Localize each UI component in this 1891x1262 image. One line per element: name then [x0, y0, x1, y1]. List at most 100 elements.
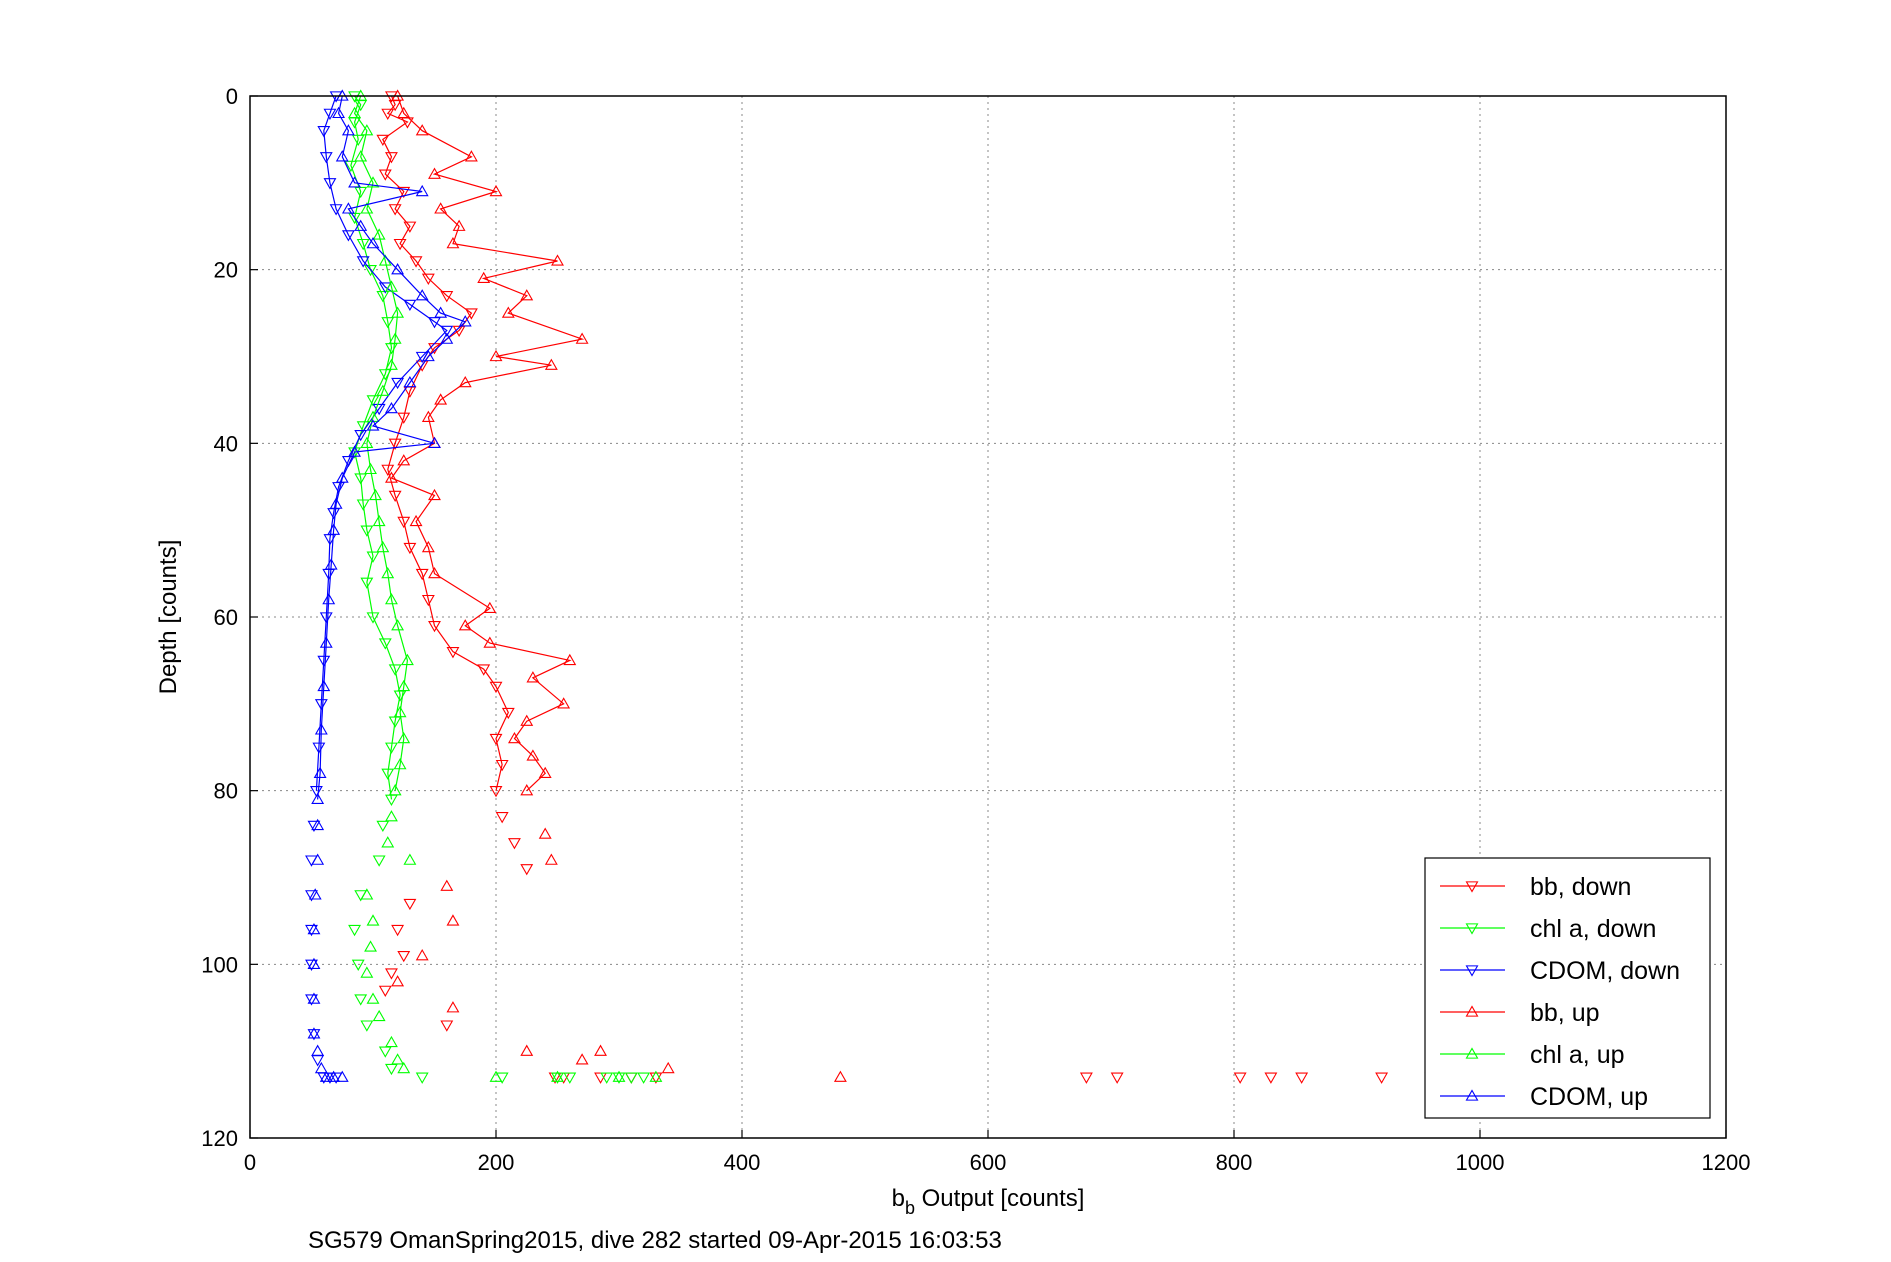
data-point: [308, 888, 322, 900]
data-point: [360, 888, 374, 900]
data-point: [1264, 1072, 1278, 1084]
data-point: [520, 289, 534, 301]
data-point: [397, 950, 411, 963]
legend-marker: [1465, 1089, 1479, 1101]
data-point: [385, 358, 398, 370]
data-point: [397, 516, 411, 529]
series-line: [317, 95, 467, 800]
data-point: [434, 202, 448, 214]
data-point: [833, 1070, 847, 1082]
data-point: [489, 681, 503, 694]
series-2: [305, 91, 454, 1084]
data-point: [446, 647, 460, 659]
series-line: [390, 95, 585, 792]
data-point: [563, 1072, 577, 1084]
y-axis-label: Depth [counts]: [155, 540, 182, 695]
data-point: [372, 1009, 386, 1022]
data-point: [385, 1035, 398, 1048]
data-point: [381, 108, 395, 120]
data-point: [319, 636, 333, 648]
data-point: [391, 306, 405, 318]
data-point: [458, 315, 472, 327]
data-point: [397, 731, 411, 744]
data-point: [428, 488, 441, 501]
data-point: [366, 395, 380, 407]
legend-label: chl a, up: [1530, 1041, 1625, 1069]
data-point: [381, 768, 395, 780]
x-tick-label: 0: [244, 1150, 256, 1175]
data-point: [381, 317, 395, 329]
data-point: [421, 273, 435, 285]
data-point: [360, 202, 374, 214]
data-point: [434, 393, 448, 405]
data-point: [385, 280, 398, 292]
data-point: [446, 237, 460, 249]
data-point: [307, 922, 321, 935]
data-point: [327, 1070, 341, 1082]
legend-marker: [1465, 881, 1479, 893]
data-point: [495, 812, 509, 824]
data-point: [594, 1044, 607, 1056]
data-point: [354, 429, 368, 442]
data-point: [489, 733, 503, 746]
data-point: [526, 671, 540, 683]
y-tick-label: 0: [226, 84, 238, 109]
data-point: [397, 412, 411, 424]
data-point: [538, 766, 552, 778]
y-tick-label: 120: [201, 1126, 238, 1151]
data-point: [329, 497, 343, 509]
data-point: [501, 306, 515, 318]
legend-marker: [1465, 923, 1479, 935]
data-point: [612, 1070, 626, 1082]
data-point: [385, 968, 398, 980]
data-point: [440, 879, 454, 891]
data-point: [446, 914, 460, 926]
data-point: [483, 601, 497, 613]
data-point: [393, 238, 407, 251]
data-point: [341, 124, 355, 136]
data-point: [440, 325, 454, 338]
data-point: [594, 1072, 607, 1084]
data-point: [409, 514, 423, 527]
data-point: [366, 419, 380, 431]
data-point: [323, 178, 337, 190]
y-tick-label: 80: [214, 779, 238, 804]
legend-box: [1424, 857, 1711, 1119]
data-point: [385, 152, 398, 164]
data-point: [381, 836, 395, 848]
data-point: [409, 256, 423, 268]
x-tick-label: 600: [970, 1150, 1007, 1175]
data-point: [381, 566, 395, 579]
data-point: [415, 1072, 429, 1084]
data-point: [366, 612, 380, 624]
data-point: [557, 697, 571, 709]
data-point: [356, 238, 370, 251]
data-point: [314, 1061, 328, 1074]
data-point: [348, 176, 361, 188]
legend-marker: [1465, 1005, 1479, 1017]
data-point: [551, 1072, 564, 1084]
legend-item: bb, down: [1440, 873, 1631, 901]
data-point: [508, 731, 521, 744]
data-point: [376, 540, 390, 553]
data-point: [372, 514, 386, 527]
data-point: [356, 256, 370, 268]
data-point: [305, 959, 318, 971]
data-point: [434, 306, 448, 318]
data-point: [520, 864, 534, 876]
data-point: [1375, 1072, 1389, 1084]
data-point: [501, 707, 515, 720]
data-point: [360, 436, 374, 449]
data-point: [305, 924, 318, 937]
data-point: [307, 992, 321, 1004]
data-point: [391, 619, 405, 631]
data-point: [305, 890, 318, 902]
data-point: [319, 152, 333, 164]
data-point: [397, 186, 411, 199]
data-point: [483, 636, 497, 648]
data-point: [351, 959, 365, 971]
data-point: [354, 473, 368, 485]
data-point: [520, 784, 534, 796]
data-point: [335, 150, 349, 162]
x-tick-label: 1000: [1456, 1150, 1505, 1175]
